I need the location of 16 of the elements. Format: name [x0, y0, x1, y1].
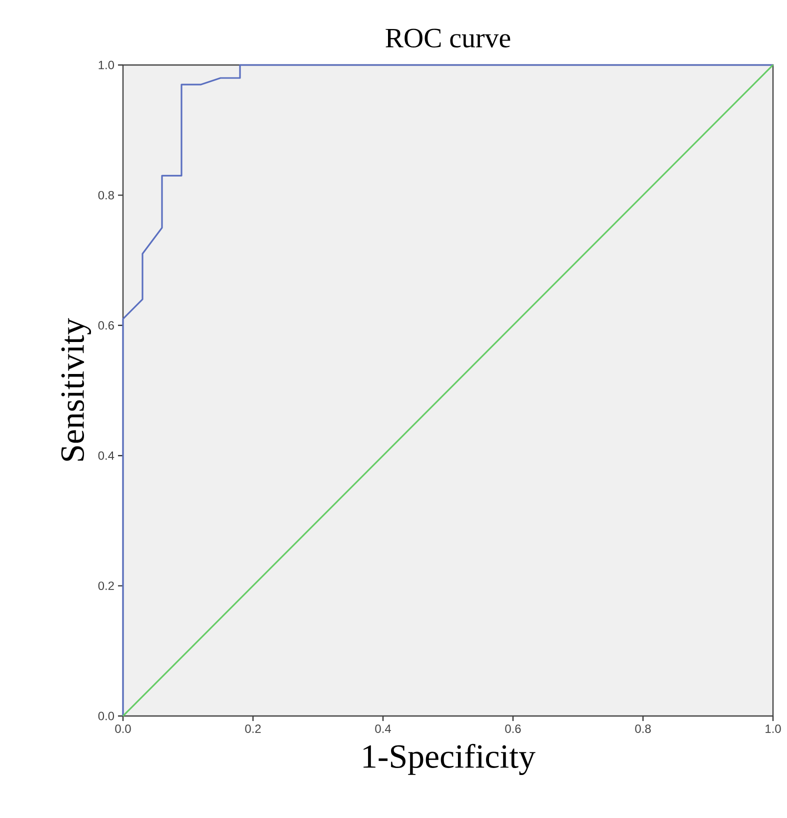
x-tick-label: 0.4 — [375, 724, 391, 733]
y-tick-label: 0.2 — [98, 582, 114, 590]
y-tick-label: 0.6 — [98, 321, 114, 330]
y-tick-label: 1.0 — [98, 60, 114, 70]
x-tick-label: 0.8 — [635, 724, 651, 733]
y-tick-label: 0.4 — [98, 451, 114, 460]
line-series — [122, 64, 774, 717]
x-tick-label: 1.0 — [766, 724, 781, 733]
y-tick-label: 0.8 — [98, 190, 114, 200]
x-tick-label: 0.0 — [115, 724, 131, 733]
chart-title: ROC curve — [386, 28, 510, 48]
x-tick-label: 0.2 — [245, 724, 261, 733]
x-axis-title: 1-Specificity — [364, 744, 536, 775]
y-tick-label: 0.0 — [98, 712, 114, 720]
y-axis-title: Sensitivity — [61, 318, 92, 461]
x-tick-label: 0.6 — [505, 724, 521, 733]
